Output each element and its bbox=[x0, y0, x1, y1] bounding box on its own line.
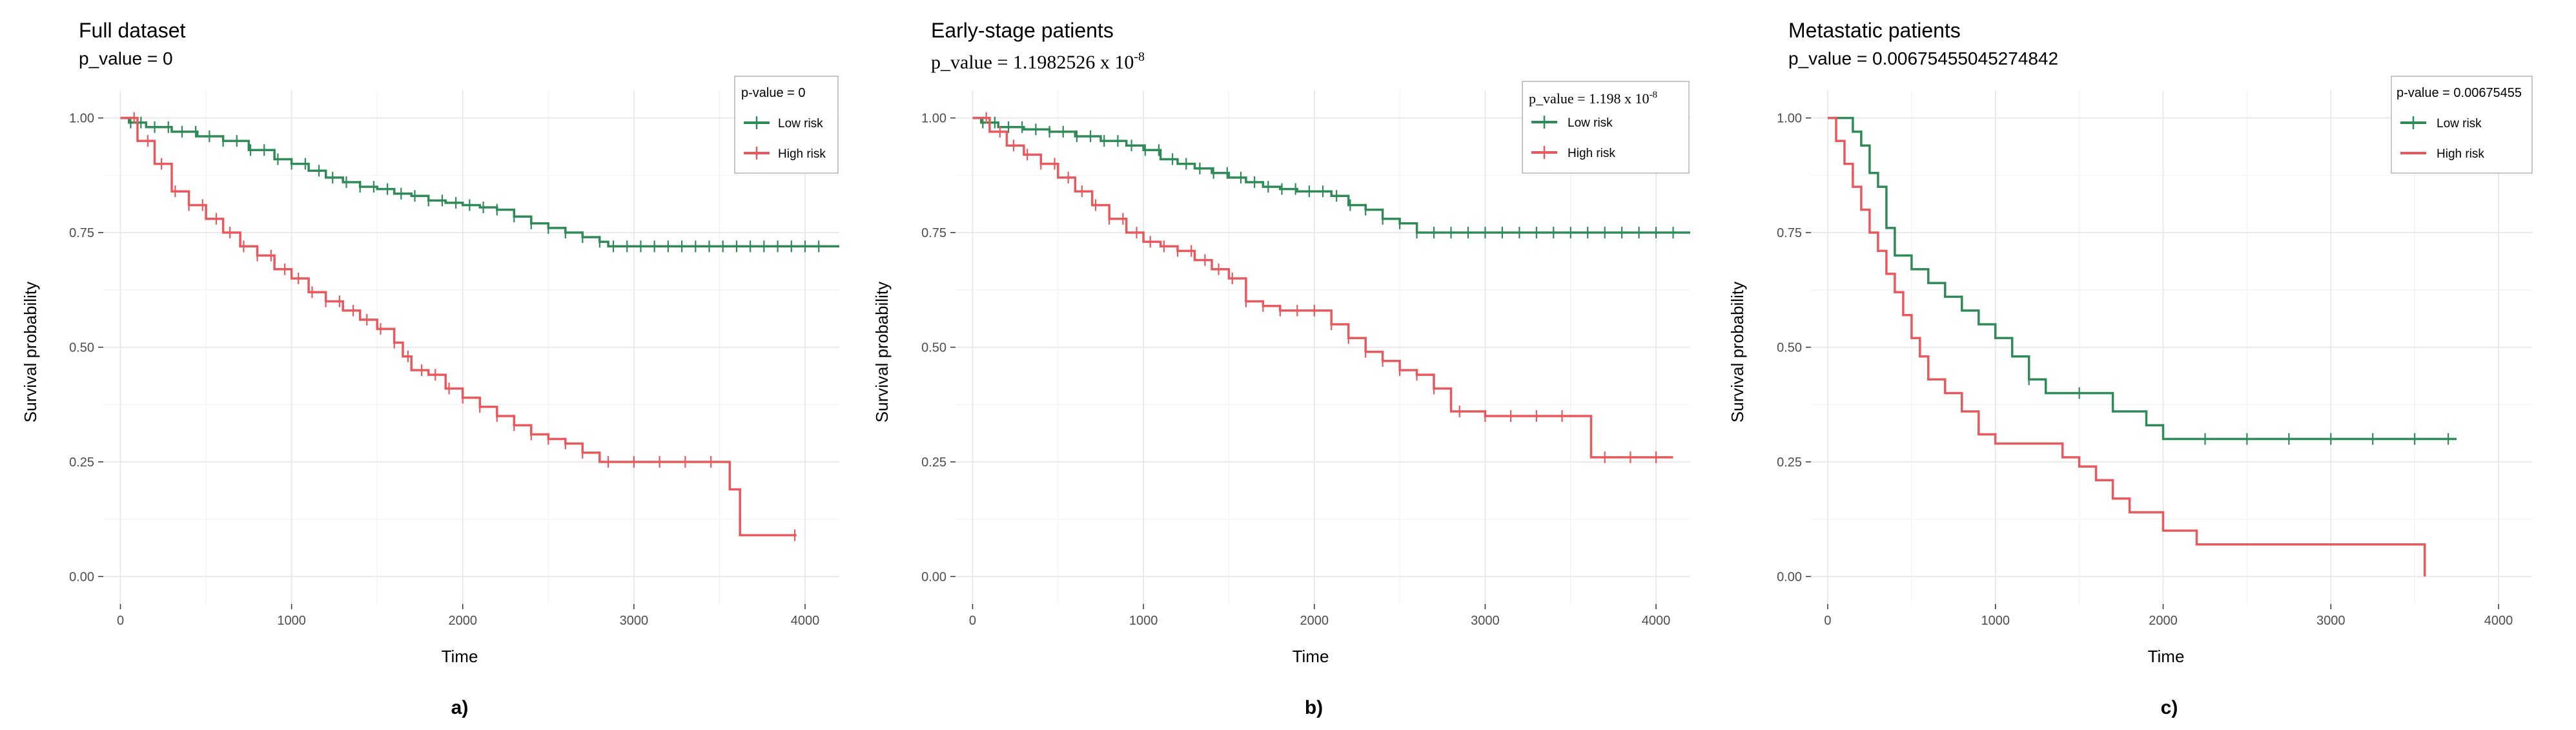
panel-b-y-tick-label: 1.00 bbox=[921, 112, 946, 126]
panel-a-x-tick-label: 2000 bbox=[448, 614, 477, 628]
panel-b-legend-title-exponent: -8 bbox=[1650, 90, 1658, 100]
panel-a-y-tick-label: 0.75 bbox=[69, 226, 94, 240]
panel-c-x-tick-label: 0 bbox=[1824, 614, 1831, 628]
panel-b-y-axis-title: Survival probability bbox=[872, 282, 892, 422]
panel-c-x-tick-label: 3000 bbox=[2316, 614, 2346, 628]
panel-a-label: a) bbox=[451, 697, 469, 718]
panel-a-x-axis-title: Time bbox=[442, 647, 478, 666]
panel-a-subtitle: p_value = 0 bbox=[79, 48, 173, 68]
panel-a-title: Full dataset bbox=[79, 19, 186, 42]
panel-c-plot: 0 1000 2000 3000 4000 0.00 0.25 0.50 0.75 1.00 bbox=[1777, 90, 2532, 628]
panel-b-y-tick-label: 0.50 bbox=[921, 341, 946, 355]
panel-c-subtitle: p_value = 0.00675455045274842 bbox=[1788, 48, 2058, 68]
panel-b-subtitle: p_value = 1.1982526 x 10-8 bbox=[931, 50, 1145, 73]
panel-b-legend-title: p_value = 1.198 x 10-8 bbox=[1529, 90, 1657, 107]
panel-c-legend-low-label: Low risk bbox=[2437, 117, 2482, 130]
panel-a-legend-low-label: Low risk bbox=[778, 117, 823, 130]
panel-b-title: Early-stage patients bbox=[931, 19, 1114, 42]
panel-b-x-tick-label: 4000 bbox=[1642, 614, 1671, 628]
panel-b-y-tick-label: 0.75 bbox=[921, 226, 946, 240]
panel-b-subtitle-base: p_value = 1.1982526 x 10 bbox=[931, 52, 1134, 73]
panel-c-legend-box bbox=[2391, 76, 2533, 174]
panel-c-low-risk-curve bbox=[1828, 116, 2457, 441]
panel-c-y-tick-label: 0.75 bbox=[1777, 226, 1802, 240]
panel-a-x-tick-label: 4000 bbox=[791, 614, 820, 628]
panel-b-legend-title-base: p_value = 1.198 x 10 bbox=[1529, 90, 1650, 107]
panel-c-x-tick-label: 1000 bbox=[1981, 614, 2010, 628]
panel-b-subtitle-exponent: -8 bbox=[1134, 50, 1145, 64]
panel-c-y-tick-label: 1.00 bbox=[1777, 112, 1802, 126]
panel-b-legend-low-label: Low risk bbox=[1568, 116, 1613, 130]
panel-c-y-tick-label: 0.00 bbox=[1777, 570, 1802, 584]
panel-a-x-tick-label: 3000 bbox=[620, 614, 649, 628]
panel-b-y-tick-label: 0.00 bbox=[921, 570, 946, 584]
panel-b-x-tick-label: 2000 bbox=[1300, 614, 1329, 628]
panel-c-title: Metastatic patients bbox=[1788, 19, 1961, 42]
panel-b: Early-stage patients p_value = 1.1982526… bbox=[872, 19, 1690, 718]
panel-c-legend-high-label: High risk bbox=[2437, 147, 2484, 161]
panel-c-high-risk-curve bbox=[1828, 116, 2426, 577]
panel-a-legend: p-value = 0 Low risk High risk bbox=[734, 76, 839, 174]
panel-c-x-tick-label: 4000 bbox=[2484, 614, 2513, 628]
panel-c-y-axis-title: Survival probability bbox=[1728, 282, 1747, 422]
panel-c-legend: p-value = 0.00675455 Low risk High risk bbox=[2391, 76, 2533, 174]
panel-a-plot: 0 1000 2000 3000 4000 0.00 0.25 0.50 0.75 1.00 bbox=[69, 90, 839, 628]
panel-b-label: b) bbox=[1305, 697, 1323, 718]
panel-b-legend-high-label: High risk bbox=[1568, 147, 1615, 160]
panel-b-high-risk-curve bbox=[972, 116, 1673, 459]
panel-b-x-tick-label: 3000 bbox=[1471, 614, 1500, 628]
panel-c-label: c) bbox=[2161, 697, 2178, 718]
panel-c-x-tick-label: 2000 bbox=[2149, 614, 2178, 628]
panel-a: Full dataset p_value = 0 0 1000 2000 3000 40… bbox=[21, 19, 839, 718]
panel-a-x-tick-label: 1000 bbox=[277, 614, 306, 628]
panel-a-legend-high-label: High risk bbox=[778, 147, 826, 161]
panel-b-x-axis-title: Time bbox=[1293, 647, 1329, 666]
panel-b-x-tick-label: 1000 bbox=[1129, 614, 1158, 628]
panel-a-x-tick-label: 0 bbox=[117, 614, 124, 628]
panel-c: Metastatic patients p_value = 0.00675455… bbox=[1728, 19, 2533, 718]
panel-a-y-tick-label: 0.25 bbox=[69, 455, 94, 470]
panel-a-y-tick-label: 0.50 bbox=[69, 341, 94, 355]
panel-b-plot: 0 1000 2000 3000 4000 0.00 0.25 0.50 0.75 1.00 bbox=[921, 90, 1690, 628]
panel-b-legend: p_value = 1.198 x 10-8 Low risk High ris… bbox=[1522, 81, 1690, 174]
panel-b-legend-box bbox=[1522, 81, 1690, 174]
panel-a-y-tick-label: 0.00 bbox=[69, 570, 94, 584]
panel-b-x-tick-label: 0 bbox=[969, 614, 976, 628]
panel-b-y-tick-label: 0.25 bbox=[921, 455, 946, 470]
panel-a-y-tick-label: 1.00 bbox=[69, 112, 94, 126]
panel-a-high-risk-curve bbox=[120, 116, 797, 537]
panel-c-x-axis-title: Time bbox=[2148, 647, 2185, 666]
panel-a-legend-box bbox=[734, 76, 839, 174]
panel-c-legend-title: p-value = 0.00675455 bbox=[2397, 86, 2522, 100]
panel-a-y-axis-title: Survival probability bbox=[21, 282, 40, 422]
panel-c-y-tick-label: 0.25 bbox=[1777, 455, 1802, 470]
panel-c-y-tick-label: 0.50 bbox=[1777, 341, 1802, 355]
panel-a-legend-title: p-value = 0 bbox=[741, 86, 806, 100]
